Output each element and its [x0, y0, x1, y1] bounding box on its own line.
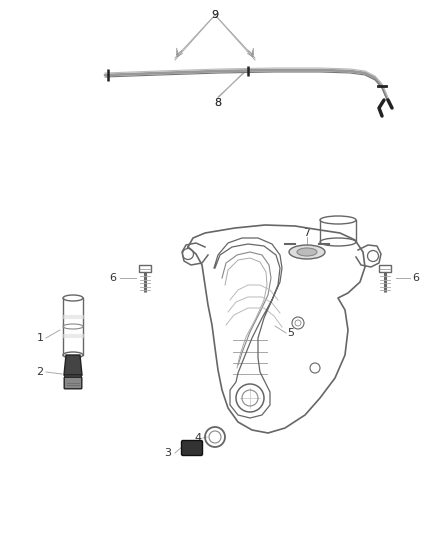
Text: 2: 2	[36, 367, 43, 377]
Text: 8: 8	[215, 98, 222, 108]
Text: 5: 5	[287, 328, 294, 338]
Text: 8: 8	[215, 98, 222, 108]
Ellipse shape	[297, 248, 317, 256]
Polygon shape	[64, 375, 82, 381]
Text: 1: 1	[36, 333, 43, 343]
Text: 9: 9	[212, 10, 219, 20]
Polygon shape	[64, 355, 82, 375]
FancyBboxPatch shape	[181, 440, 202, 456]
Text: 6: 6	[110, 273, 117, 283]
Text: 9: 9	[212, 10, 219, 20]
Text: 4: 4	[194, 433, 201, 443]
Text: 3: 3	[165, 448, 172, 458]
Text: 6: 6	[413, 273, 420, 283]
Text: 7: 7	[304, 228, 311, 238]
FancyBboxPatch shape	[64, 377, 82, 389]
Ellipse shape	[289, 245, 325, 259]
